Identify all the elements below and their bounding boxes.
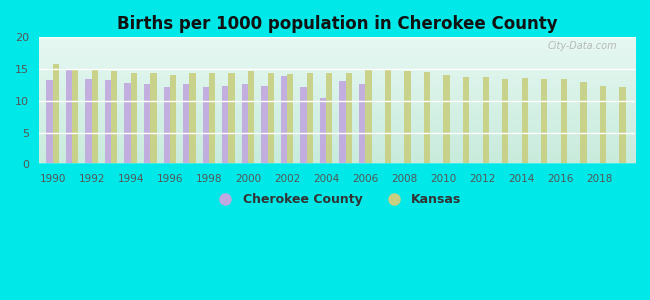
Bar (281, 76, 287, 164)
Bar (189, 74, 196, 164)
Bar (502, 79, 508, 164)
Bar (404, 71, 411, 164)
Bar (385, 70, 391, 164)
Bar (124, 83, 131, 164)
Bar (600, 86, 606, 164)
Bar (222, 85, 228, 164)
Bar (53, 64, 58, 164)
Bar (339, 81, 346, 164)
Bar (131, 73, 137, 164)
Bar (307, 74, 313, 164)
Bar (346, 73, 352, 164)
Bar (522, 78, 528, 164)
Bar (228, 73, 235, 164)
Bar (287, 74, 293, 164)
Bar (66, 70, 72, 164)
Bar (443, 75, 450, 164)
Bar (144, 84, 150, 164)
Bar (320, 98, 326, 164)
Legend: Cherokee County, Kansas: Cherokee County, Kansas (207, 188, 466, 211)
Bar (541, 79, 547, 164)
Text: City-Data.com: City-Data.com (547, 41, 617, 51)
Bar (183, 84, 189, 164)
Bar (105, 80, 111, 164)
Bar (209, 73, 215, 164)
Bar (170, 75, 176, 164)
Bar (424, 72, 430, 164)
Bar (463, 77, 469, 164)
Bar (482, 77, 489, 164)
Bar (326, 73, 332, 164)
Bar (580, 82, 586, 164)
Bar (150, 74, 157, 164)
Bar (72, 70, 79, 164)
Bar (300, 87, 307, 164)
Bar (164, 87, 170, 164)
Bar (248, 71, 254, 164)
Bar (203, 88, 209, 164)
Title: Births per 1000 population in Cherokee County: Births per 1000 population in Cherokee C… (116, 15, 557, 33)
Bar (92, 69, 98, 164)
Bar (365, 69, 372, 164)
Bar (561, 79, 567, 164)
Bar (359, 84, 365, 164)
Bar (85, 79, 92, 164)
Bar (111, 71, 118, 164)
Bar (242, 84, 248, 164)
Bar (268, 74, 274, 164)
Bar (46, 80, 53, 164)
Bar (619, 87, 625, 164)
Bar (261, 85, 268, 164)
